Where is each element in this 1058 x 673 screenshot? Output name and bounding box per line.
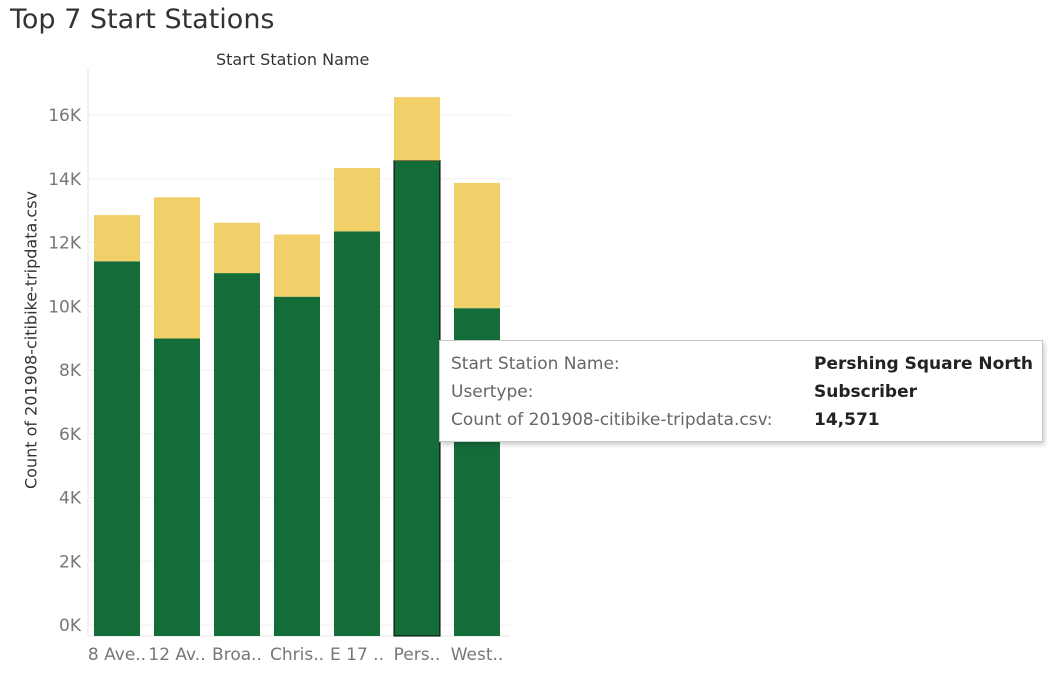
- tooltip-row-station: Start Station Name: Pershing Square Nort…: [451, 354, 1034, 378]
- bar-segment: [274, 296, 320, 636]
- tooltip-row-usertype: Usertype: Subscriber: [451, 382, 1034, 406]
- bar-segment: [394, 97, 440, 161]
- y-tick-label: 6K: [59, 425, 82, 445]
- column-header: Start Station Name: [216, 50, 370, 69]
- tooltip-value-count: 14,571: [814, 410, 880, 430]
- y-tick-label: 12K: [48, 234, 82, 254]
- x-tick-label: 8 Ave..: [88, 645, 146, 665]
- bar-segment: [274, 234, 320, 297]
- bar-segment: [454, 182, 500, 309]
- tooltip-key-usertype: Usertype:: [451, 382, 534, 402]
- y-tick-label: 14K: [48, 170, 82, 190]
- bar-segment: [214, 222, 260, 274]
- bar-segment: [334, 167, 380, 232]
- tooltip-value-usertype: Subscriber: [814, 382, 918, 402]
- y-tick-label: 4K: [59, 489, 82, 509]
- bar-segment: [334, 231, 380, 636]
- x-tick-label: Pers..: [394, 645, 441, 665]
- bar-segment: [393, 160, 441, 637]
- y-tick-label: 8K: [59, 361, 82, 381]
- bar-segment: [154, 338, 200, 636]
- tooltip-value-station: Pershing Square North: [814, 354, 1033, 374]
- bar-segment: [94, 215, 140, 262]
- x-tick-label: E 17 ..: [330, 645, 384, 665]
- bar-segment: [214, 273, 260, 636]
- x-tick-label: Broa..: [212, 645, 262, 665]
- chart-title: Top 7 Start Stations: [10, 4, 275, 35]
- y-tick-label: 10K: [48, 297, 82, 317]
- x-tick-label: West..: [451, 645, 504, 665]
- tooltip-key-count: Count of 201908-citibike-tripdata.csv:: [451, 410, 773, 430]
- x-tick-label: 12 Av..: [148, 645, 205, 665]
- x-tick-label: Chris..: [270, 645, 324, 665]
- tooltip-key-station: Start Station Name:: [451, 354, 620, 374]
- y-tick-label: 0K: [59, 616, 82, 636]
- bar-segment: [94, 261, 140, 636]
- bar-segment: [154, 197, 200, 339]
- tooltip: Start Station Name: Pershing Square Nort…: [439, 340, 1043, 442]
- y-tick-label: 16K: [48, 106, 82, 126]
- y-tick-label: 2K: [59, 552, 82, 572]
- tooltip-row-count: Count of 201908-citibike-tripdata.csv: 1…: [451, 410, 1034, 434]
